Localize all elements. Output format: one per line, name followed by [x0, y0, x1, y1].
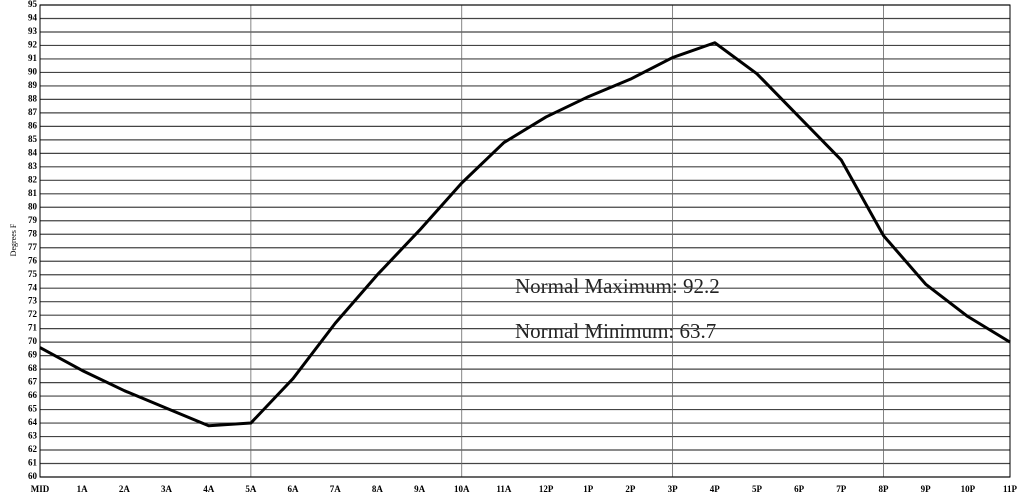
y-tick-label: 69 — [28, 350, 38, 360]
x-tick-label: 9P — [921, 484, 932, 494]
x-tick-label: 12P — [539, 484, 554, 494]
y-tick-label: 76 — [28, 255, 38, 265]
x-tick-label: 1P — [583, 484, 594, 494]
y-tick-label: 67 — [28, 377, 38, 387]
y-tick-label: 88 — [28, 93, 38, 103]
y-tick-label: 62 — [28, 444, 38, 454]
x-tick-label: 3A — [161, 484, 173, 494]
x-tick-label: 6P — [794, 484, 805, 494]
x-tick-label: 8A — [372, 484, 384, 494]
line — [39, 41, 1011, 428]
y-tick-label: 65 — [28, 404, 38, 414]
y-tick-label: 93 — [28, 26, 38, 36]
x-tick-label: 2P — [625, 484, 636, 494]
x-tick-label: 7P — [836, 484, 847, 494]
y-tick-label: 83 — [28, 161, 38, 171]
y-tick-label: 73 — [28, 296, 38, 306]
x-tick-label: 1A — [77, 484, 89, 494]
y-tick-label: 71 — [28, 323, 38, 333]
x-tick-label: 6A — [288, 484, 300, 494]
y-tick-label: 94 — [28, 13, 38, 23]
y-tick-label: 60 — [28, 471, 38, 481]
y-tick-label: 91 — [28, 53, 38, 63]
annotation: Normal Maximum: 92.2 — [515, 274, 720, 298]
x-tick-label: 7A — [330, 484, 342, 494]
x-tick-label: 5P — [752, 484, 763, 494]
y-tick-label: 77 — [28, 242, 38, 252]
y-tick-label: 63 — [28, 431, 38, 441]
y-tick-label: 75 — [28, 269, 38, 279]
y-tick-label: 84 — [28, 147, 38, 157]
y-tick-label: 80 — [28, 201, 38, 211]
y-tick-label: 85 — [28, 134, 38, 144]
y-tick-label: 89 — [28, 80, 38, 90]
y-tick-label: 95 — [28, 0, 38, 9]
x-tick-label: 3P — [668, 484, 679, 494]
y-tick-label: 86 — [28, 120, 38, 130]
x-tick-label: 10A — [454, 484, 470, 494]
x-tick-label: 5A — [245, 484, 257, 494]
y-tick-label: 92 — [28, 40, 38, 50]
y-tick-label: 82 — [28, 174, 38, 184]
y-tick-label: 81 — [28, 188, 38, 198]
y-tick-label: 79 — [28, 215, 38, 225]
y-tick-label: 74 — [28, 282, 38, 292]
y-axis-label: Degrees F — [9, 223, 18, 256]
y-tick-label: 61 — [28, 458, 38, 468]
x-tick-label: 9A — [414, 484, 426, 494]
x-tick-label: 2A — [119, 484, 131, 494]
x-tick-label: 11P — [1003, 484, 1018, 494]
y-tick-label: 72 — [28, 309, 38, 319]
y-tick-label: 64 — [28, 417, 38, 427]
y-tick-label: 66 — [28, 390, 38, 400]
x-tick-label: 4A — [203, 484, 215, 494]
y-tick-label: 90 — [28, 66, 38, 76]
x-tick-label: 8P — [878, 484, 889, 494]
x-tick-label: 10P — [961, 484, 976, 494]
y-tick-label: 70 — [28, 336, 38, 346]
x-tick-label: 11A — [496, 484, 512, 494]
x-tick-label: 4P — [710, 484, 721, 494]
x-tick-label: MID — [31, 484, 50, 494]
y-tick-label: 87 — [28, 107, 38, 117]
annotation: Normal Minimum: 63.7 — [515, 319, 716, 343]
y-tick-label: 68 — [28, 363, 38, 373]
plot-frame — [39, 4, 1011, 478]
y-tick-label: 78 — [28, 228, 38, 238]
